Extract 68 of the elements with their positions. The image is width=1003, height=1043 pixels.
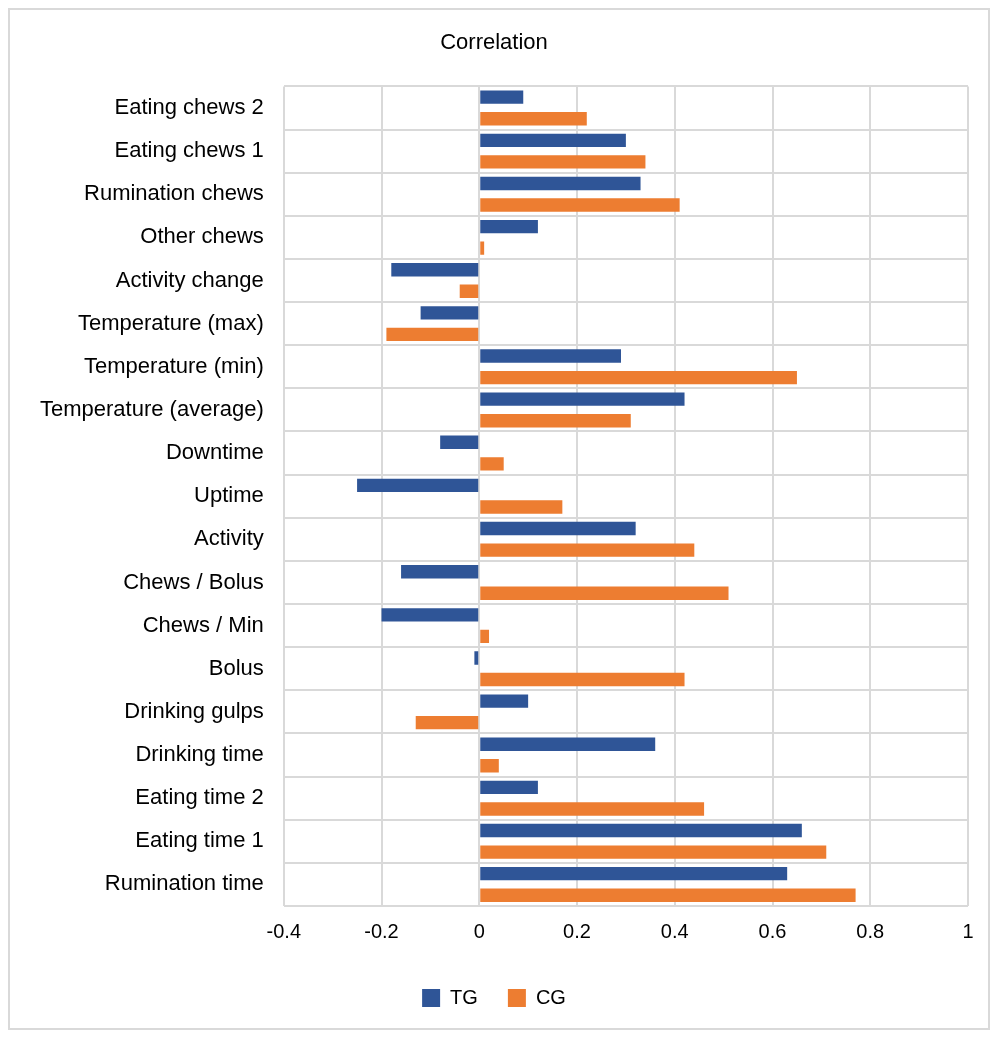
bar — [480, 176, 641, 191]
bar — [480, 543, 695, 557]
bar — [415, 715, 479, 730]
x-tick-label: 1 — [962, 919, 974, 942]
y-tick-label: Drinking time — [135, 741, 264, 767]
y-tick-label: Drinking gulps — [124, 697, 264, 723]
x-tick-label: 0.8 — [856, 919, 885, 942]
bar — [459, 284, 479, 298]
x-tick-label: 0 — [473, 919, 485, 942]
legend-label: TG — [450, 985, 478, 1008]
bar — [480, 241, 485, 255]
bar — [474, 651, 479, 665]
bar — [381, 608, 479, 622]
y-tick-label: Eating time 2 — [135, 784, 264, 810]
bar — [480, 629, 490, 644]
bar — [480, 888, 856, 902]
bar — [386, 327, 479, 342]
y-tick-label: Eating chews 2 — [114, 94, 264, 120]
y-tick-label: Temperature (min) — [84, 352, 264, 378]
y-tick-label: Bolus — [208, 654, 264, 680]
bar — [391, 263, 479, 277]
bar — [480, 694, 529, 708]
bar — [480, 198, 680, 212]
y-tick-label: Uptime — [194, 482, 264, 508]
x-tick-label: 0.2 — [563, 919, 591, 942]
y-tick-label: Downtime — [165, 439, 264, 465]
bar — [480, 90, 524, 104]
bar — [480, 823, 802, 838]
bar — [480, 457, 504, 471]
bar — [480, 349, 621, 363]
bar — [480, 521, 636, 536]
bar — [440, 435, 479, 449]
x-tick-label: -0.4 — [266, 919, 301, 942]
bar — [480, 133, 626, 148]
bar — [480, 845, 827, 859]
bar — [480, 219, 538, 234]
bar — [480, 414, 631, 428]
bar — [401, 565, 479, 579]
y-tick-label: Chews / Min — [142, 611, 264, 637]
y-tick-label: Rumination time — [104, 870, 264, 896]
legend-label: CG — [535, 985, 566, 1008]
bar — [480, 155, 646, 169]
bar — [480, 112, 587, 126]
y-tick-label: Activity change — [115, 266, 264, 292]
x-tick-label: 0.4 — [660, 919, 689, 942]
bar — [480, 392, 685, 406]
bar — [480, 586, 729, 600]
y-tick-label: Eating time 1 — [135, 827, 264, 853]
y-tick-label: Chews / Bolus — [123, 568, 264, 594]
y-tick-label: Rumination chews — [84, 180, 264, 206]
x-tick-label: 0.6 — [758, 919, 787, 942]
bar — [480, 737, 656, 751]
y-tick-label: Temperature (max) — [77, 309, 264, 335]
chart-title: Correlation — [440, 29, 548, 55]
bar — [480, 780, 538, 795]
bar — [480, 802, 705, 816]
bar — [480, 370, 797, 385]
bar — [480, 500, 563, 514]
bar — [480, 866, 788, 881]
y-tick-label: Other chews — [140, 223, 264, 249]
bar — [357, 478, 479, 493]
bar — [480, 759, 499, 773]
x-tick-label: -0.2 — [364, 919, 399, 942]
y-tick-label: Eating chews 1 — [114, 137, 264, 163]
bar — [420, 306, 479, 320]
y-tick-label: Activity — [194, 525, 264, 551]
bar — [480, 672, 685, 687]
y-tick-label: Temperature (average) — [39, 395, 264, 421]
